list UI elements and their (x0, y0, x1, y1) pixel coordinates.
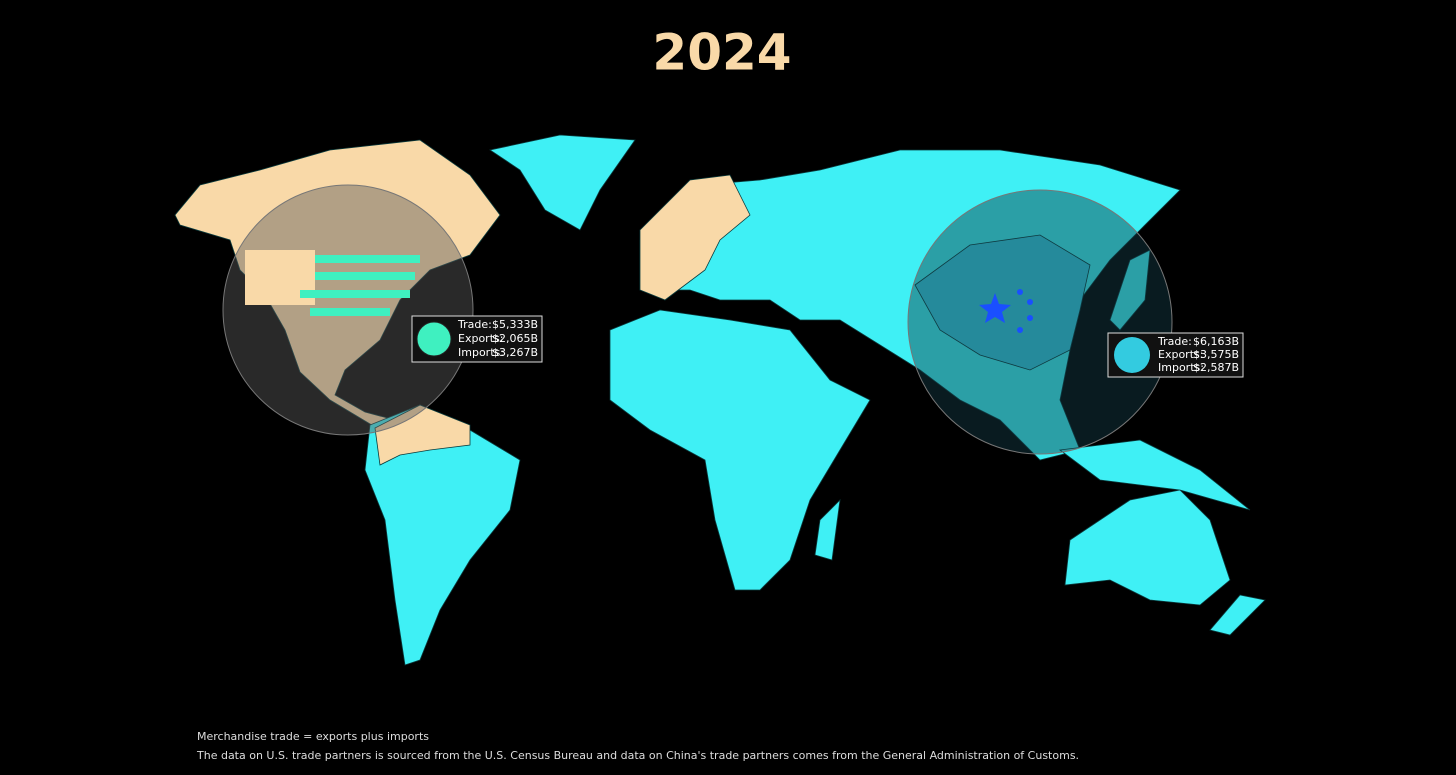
greenland (488, 134, 636, 231)
europe (639, 174, 751, 301)
row-label: Trade: (1157, 335, 1192, 348)
africa (609, 309, 871, 591)
row-value: $3,575B (1193, 348, 1239, 361)
row-value: $2,065B (492, 332, 538, 345)
china (914, 234, 1091, 371)
eurasia (639, 149, 1181, 461)
row-value: $6,163B (1193, 335, 1239, 348)
footnote: The data on U.S. trade partners is sourc… (196, 749, 1079, 762)
row-label: Trade: (457, 318, 492, 331)
china-callout: Trade: $6,163B Exports: $3,575B Imports:… (1107, 332, 1244, 378)
title: 2024 (652, 24, 791, 82)
row-label: Imports: (1158, 361, 1204, 374)
china-flag-icon (1114, 337, 1150, 373)
madagascar (814, 498, 841, 561)
row-value: $2,587B (1193, 361, 1239, 374)
us-flag-icon (416, 321, 452, 357)
row-label: Exports: (458, 332, 503, 345)
new-zealand (1209, 594, 1266, 636)
row-label: Imports: (458, 346, 504, 359)
row-label: Exports: (1158, 348, 1203, 361)
indonesia (1058, 439, 1251, 511)
footnote: Merchandise trade = exports plus imports (197, 730, 429, 743)
row-value: $5,333B (492, 318, 538, 331)
us-flag-shape (245, 250, 420, 316)
japan (1109, 249, 1151, 331)
row-value: $3,267B (492, 346, 538, 359)
world-map (174, 134, 1266, 666)
china-highlight-circle (907, 189, 1173, 455)
us-callout: Trade: $5,333B Exports: $2,065B Imports:… (411, 315, 543, 363)
south-america-north (374, 404, 471, 466)
australia (1064, 489, 1231, 606)
china-flag-stars (979, 289, 1033, 333)
